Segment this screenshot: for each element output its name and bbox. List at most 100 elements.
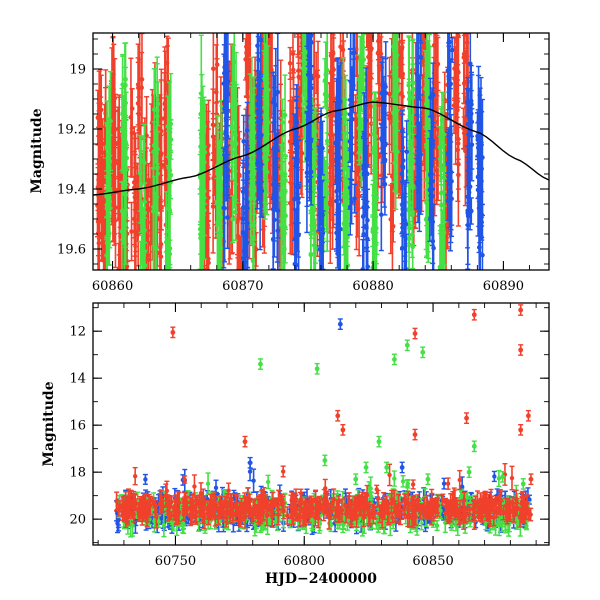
green-observation (281, 192, 287, 270)
data-point (123, 222, 129, 227)
red-observation (128, 57, 134, 178)
data-point (373, 205, 379, 211)
green-observation (229, 82, 235, 129)
green-observation (344, 155, 350, 243)
data-point (125, 272, 130, 277)
green-observation (108, 70, 114, 172)
data-point (100, 150, 105, 155)
green-observation (197, 188, 203, 270)
green-observation (312, 232, 318, 270)
data-point (110, 89, 116, 95)
green-observation (300, 33, 306, 97)
data-point (329, 196, 335, 202)
red-observation (214, 33, 220, 103)
green-observation (231, 85, 237, 207)
data-point (155, 101, 161, 107)
green-observation (155, 81, 161, 127)
green-observation (123, 184, 129, 265)
red-observation (376, 33, 382, 99)
data-point (369, 46, 374, 51)
data-point (139, 77, 145, 82)
data-point (287, 200, 293, 206)
data-point (397, 18, 402, 23)
data-point (165, 273, 170, 278)
red-observation (461, 33, 467, 37)
data-point (455, 141, 461, 146)
data-point (464, 52, 469, 58)
data-point (290, 67, 296, 73)
data-point (148, 241, 153, 247)
data-point (313, 128, 318, 134)
data-point (390, 224, 395, 230)
red-observation (227, 188, 233, 260)
data-point (322, 78, 328, 83)
red-observation (131, 126, 137, 239)
data-point (393, 1, 398, 6)
data-point (245, 83, 251, 88)
green-observation (200, 85, 206, 187)
data-point (140, 296, 145, 301)
red-observation (454, 33, 460, 58)
data-point (144, 283, 149, 288)
data-point (154, 246, 159, 251)
red-observation (288, 143, 294, 170)
data-point (299, 6, 304, 11)
data-point (311, 227, 317, 232)
data-point (454, 91, 460, 97)
data-point (140, 289, 145, 294)
data-point (366, 27, 371, 32)
data-point (287, 61, 293, 66)
green-observation (393, 33, 399, 35)
data-point (166, 276, 171, 281)
data-point (282, 171, 288, 177)
data-point (140, 242, 145, 248)
data-point (202, 287, 207, 292)
green-observation (341, 131, 347, 205)
red-observation (462, 0, 467, 32)
data-point (313, 273, 318, 278)
red-observation (330, 34, 336, 71)
data-point (104, 253, 109, 258)
green-observation (278, 170, 284, 220)
data-point (235, 218, 240, 224)
data-point (393, 2, 398, 7)
data-point (211, 175, 216, 181)
red-observation (455, 126, 461, 160)
data-point (464, 11, 469, 16)
data-point (217, 280, 222, 285)
green-observation (137, 240, 143, 270)
green-observation (216, 209, 222, 270)
data-point (399, 44, 405, 50)
green-observation (360, 33, 366, 88)
data-point (464, 4, 469, 9)
data-point (142, 277, 147, 282)
data-point (282, 247, 287, 252)
data-point (267, 21, 272, 26)
green-observation (142, 182, 148, 244)
data-point (101, 241, 106, 246)
data-point (399, 90, 404, 96)
data-point (108, 118, 113, 124)
green-observation (216, 289, 221, 332)
data-point (137, 106, 143, 111)
data-point (167, 251, 173, 257)
data-point (153, 143, 159, 149)
green-observation (216, 142, 222, 204)
data-point (364, 20, 369, 25)
data-point (210, 204, 216, 209)
data-point (155, 171, 161, 176)
data-point (342, 109, 347, 115)
data-point (118, 274, 123, 279)
data-point (197, 226, 203, 232)
red-observation (368, 33, 374, 107)
green-observation (370, 122, 376, 182)
data-point (370, 229, 375, 235)
data-point (424, 21, 429, 26)
data-point (324, 138, 330, 144)
data-point (230, 216, 235, 222)
data-point (328, 70, 334, 75)
red-observation (452, 58, 458, 99)
red-observation (100, 118, 106, 188)
green-observation (215, 278, 220, 350)
data-point (205, 223, 211, 228)
